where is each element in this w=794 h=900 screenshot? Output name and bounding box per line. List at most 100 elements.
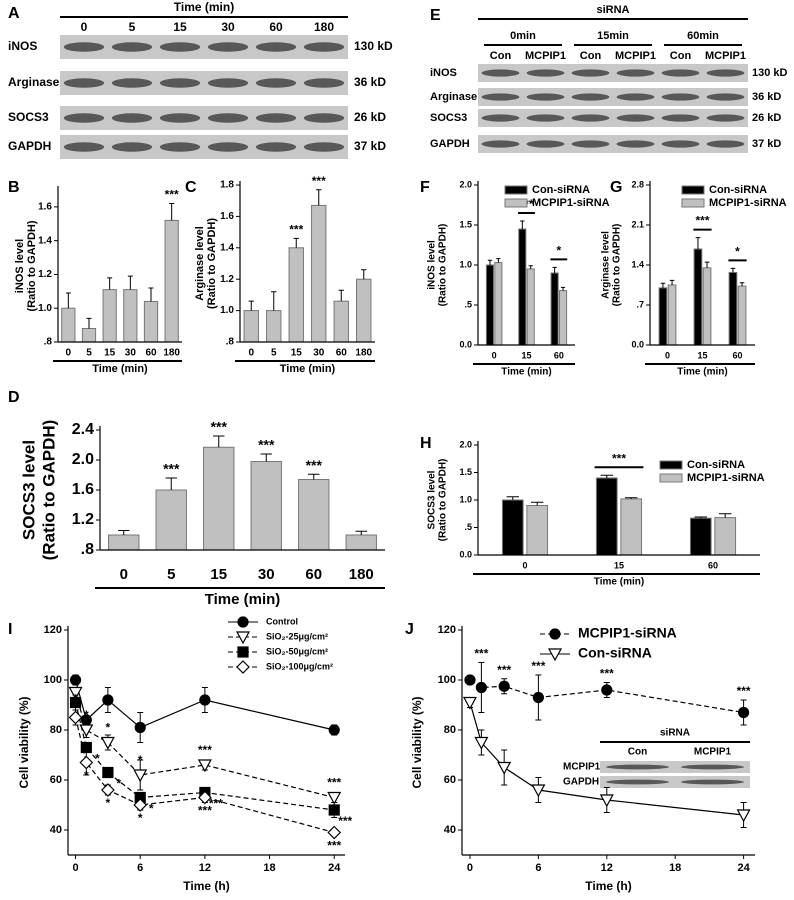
significance: *** — [312, 174, 326, 188]
lane-label: Con — [490, 50, 512, 62]
panel-label: G — [610, 179, 622, 196]
bar — [620, 498, 643, 556]
blot-band — [706, 114, 745, 122]
y-axis-label: (Ratio to GAPDH) — [612, 224, 623, 307]
x-tick-label: 30 — [125, 348, 137, 359]
blot-band — [207, 78, 249, 88]
y-tick-label: 0.0 — [631, 339, 644, 349]
blot-band — [159, 78, 201, 88]
y-axis-label: iNOS level — [14, 239, 26, 293]
marker — [497, 761, 512, 775]
error-bar — [271, 291, 277, 311]
series-line — [469, 702, 744, 816]
size-label: 130 kD — [354, 39, 393, 53]
blot-band — [661, 93, 700, 101]
x-tick-label: 60 — [732, 350, 742, 360]
y-tick-label: 1.5 — [459, 219, 472, 229]
bar — [123, 289, 138, 343]
y-tick-label: .5 — [464, 522, 472, 532]
marker — [134, 721, 146, 734]
bar — [61, 307, 76, 343]
significance: * — [117, 777, 122, 791]
blot-band — [606, 764, 669, 770]
row-label: iNOS — [8, 39, 37, 53]
blot-strip — [478, 88, 748, 106]
x-tick-label: 15 — [614, 560, 624, 570]
marker — [102, 694, 114, 706]
x-tick-label: 15 — [291, 348, 303, 359]
x-tick-label: 0 — [665, 350, 670, 360]
bar — [658, 287, 668, 346]
blot-strip — [60, 135, 348, 159]
y-tick-label: 1.2 — [38, 269, 52, 280]
blot-band — [303, 142, 345, 152]
error-bar — [695, 237, 701, 249]
blot-band — [111, 142, 153, 152]
lane-label: MCPIP1 — [615, 50, 656, 62]
y-tick-label: 100 — [438, 674, 456, 686]
significance: * — [84, 708, 89, 722]
x-tick-label: 0 — [467, 862, 473, 874]
bar — [102, 289, 117, 343]
y-tick-label: 2.0 — [459, 439, 472, 449]
error-bar — [248, 300, 254, 311]
error-bar — [107, 277, 113, 290]
marker — [464, 674, 476, 686]
blot-header: Time (min) — [174, 0, 234, 14]
blot-band — [661, 140, 700, 148]
y-tick-label: 100 — [44, 674, 62, 686]
lane-label: MCPIP1 — [525, 50, 566, 62]
blot-band — [681, 764, 744, 770]
lane-label: MCPIP1 — [694, 747, 732, 758]
y-tick-label: 1.4 — [631, 259, 644, 269]
bar — [155, 489, 187, 551]
y-tick-label: 60 — [50, 774, 62, 786]
x-tick-label: 60 — [305, 566, 322, 583]
bar — [526, 505, 549, 556]
group-label: 60min — [687, 30, 719, 42]
marker — [68, 686, 83, 700]
blot-band — [111, 42, 153, 52]
marker — [498, 680, 510, 692]
marker — [327, 791, 342, 805]
significance: *** — [600, 667, 614, 681]
significance: *** — [695, 214, 709, 228]
bar — [714, 517, 737, 556]
x-axis-label: Time (min) — [594, 577, 644, 588]
blot-band — [661, 114, 700, 122]
significance: *** — [497, 663, 511, 677]
blot-band — [661, 69, 700, 77]
blot-band — [526, 93, 565, 101]
series-line — [74, 692, 335, 799]
x-tick-label: 60 — [336, 348, 348, 359]
x-tick-label: 60 — [708, 560, 718, 570]
bar — [250, 461, 282, 551]
y-tick-label: 1.0 — [459, 259, 472, 269]
significance: *** — [612, 451, 626, 465]
x-axis-label: Time (h) — [585, 879, 631, 893]
error-bar — [487, 259, 493, 265]
marker — [79, 724, 94, 738]
x-tick-label: 6 — [535, 862, 541, 874]
y-tick-label: 40 — [444, 824, 456, 836]
bar — [243, 310, 259, 343]
error-bar — [338, 289, 344, 302]
size-label: 37 kD — [354, 139, 386, 153]
size-label: 36 kD — [354, 75, 386, 89]
y-tick-label: 1.6 — [220, 211, 234, 222]
blot-band — [706, 69, 745, 77]
blot-band — [63, 142, 105, 152]
bar — [333, 300, 349, 343]
blot-band — [571, 140, 610, 148]
legend-label: Con-siRNA — [709, 184, 767, 196]
y-tick-label: 120 — [438, 624, 456, 636]
x-tick-label: 5 — [86, 348, 92, 359]
y-axis-label: (Ratio to GAPDH) — [39, 420, 58, 561]
legend-label: MCPIP1-siRNA — [687, 472, 765, 484]
legend-swatch — [659, 473, 683, 483]
y-axis-label: Cell viability (%) — [17, 696, 31, 788]
bar — [550, 272, 559, 346]
blot-strip — [600, 761, 750, 773]
marker — [531, 784, 546, 798]
marker — [237, 646, 249, 658]
